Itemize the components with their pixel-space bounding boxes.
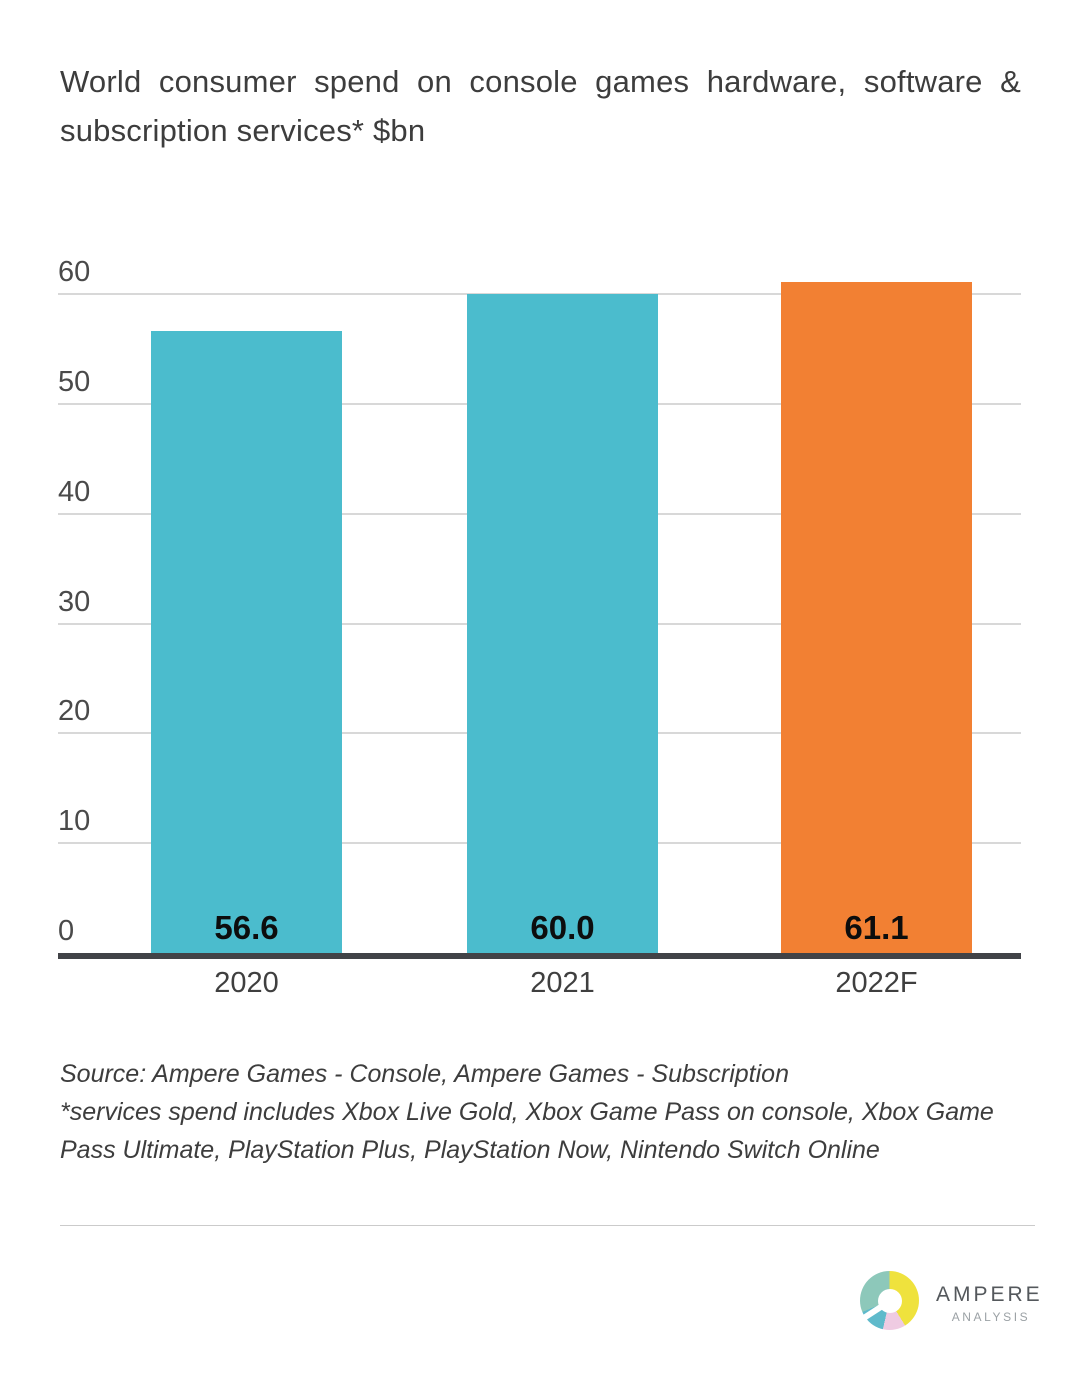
x-axis-label-2021: 2021 [530, 967, 595, 999]
source-note: Source: Ampere Games - Console, Ampere G… [60, 1055, 1030, 1169]
donut-chart-logo-icon [859, 1271, 919, 1330]
chart-title-line2: subscription services* $bn [60, 113, 426, 148]
y-tick-label-0: 0 [58, 915, 75, 947]
x-axis-label-2022F: 2022F [835, 967, 918, 999]
footer-divider [60, 1225, 1035, 1226]
logo-subname: ANALYSIS [951, 1310, 1031, 1324]
y-tick-label-20: 20 [58, 695, 91, 728]
y-tick-label-50: 50 [58, 365, 91, 398]
chart-title-line1: World consumer spend on console games ha… [60, 64, 1021, 99]
y-tick-label-10: 10 [58, 805, 91, 838]
y-tick-label-40: 40 [58, 475, 91, 508]
x-axis-line [58, 953, 1021, 959]
bar-2021 [467, 294, 658, 953]
footnote-line2: Pass Ultimate, PlayStation Plus, PlaySta… [60, 1136, 880, 1164]
source-line: Source: Ampere Games - Console, Ampere G… [60, 1060, 789, 1088]
y-tick-label-30: 30 [58, 585, 91, 618]
bar-2022F [781, 281, 972, 953]
bar-value-2021: 60.0 [530, 909, 595, 946]
bar-value-2020: 56.6 [214, 909, 279, 946]
chart-title: World consumer spend on console games ha… [60, 57, 1021, 155]
y-tick-label-60: 60 [58, 256, 91, 289]
x-axis-label-2020: 2020 [214, 967, 279, 999]
footnote-line1: *services spend includes Xbox Live Gold,… [60, 1098, 994, 1126]
logo-text: AMPERE ANALYSIS [936, 1283, 1046, 1324]
bar-2020 [151, 331, 342, 953]
logo-name: AMPERE [936, 1283, 1043, 1306]
donut-hole [877, 1288, 902, 1313]
bar-value-2022F: 61.1 [844, 909, 909, 946]
